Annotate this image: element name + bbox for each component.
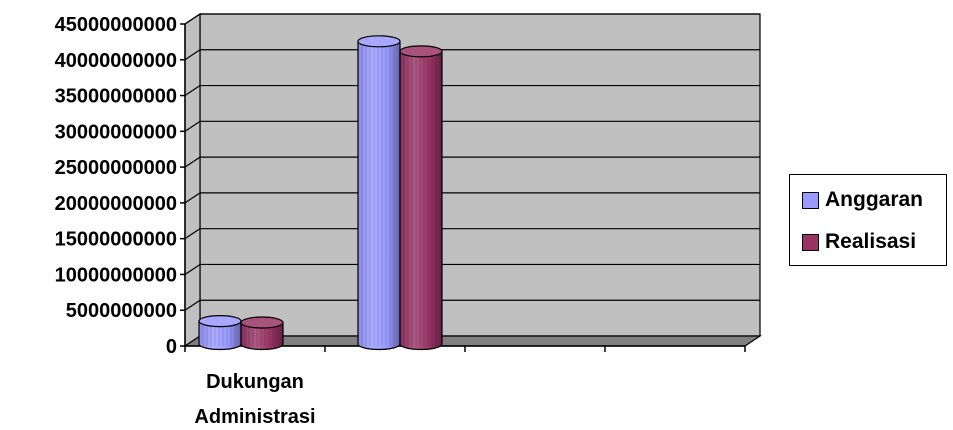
y-tick-label: 45000000000: [55, 14, 177, 36]
legend-swatch-realisasi: [802, 233, 819, 251]
chart-wall: [199, 13, 761, 337]
legend: Anggaran Realisasi: [789, 174, 947, 266]
chart-side-wall: [184, 12, 201, 348]
x-category-label: Dukungan: [206, 371, 304, 393]
y-tick-label: 10000000000: [55, 264, 177, 286]
bar-top-realisasi-1: [399, 45, 443, 58]
legend-item-realisasi: Realisasi: [802, 229, 916, 255]
y-tick-label: 30000000000: [55, 121, 177, 143]
gridline-side: [184, 85, 201, 97]
x-category-label: Administrasi: [194, 406, 315, 428]
bar-top-anggaran-1: [357, 35, 401, 48]
gridline-side: [184, 49, 201, 61]
y-tick-label: 35000000000: [55, 86, 177, 108]
gridline-side: [184, 120, 201, 132]
legend-label-anggaran: Anggaran: [825, 188, 924, 211]
y-tick-label: 5000000000: [66, 300, 177, 322]
bar-realisasi-1: [399, 50, 443, 351]
y-tick-label: 20000000000: [55, 193, 177, 215]
y-tick-label: 15000000000: [55, 229, 177, 251]
bar-top-anggaran-0: [198, 315, 242, 328]
y-tick-label: 0: [166, 336, 177, 358]
bar-realisasi-0: [240, 321, 284, 351]
gridline-side: [184, 13, 201, 25]
y-tick-label: 40000000000: [55, 50, 177, 72]
legend-swatch-anggaran: [802, 191, 819, 209]
y-tick-label: 25000000000: [55, 157, 177, 179]
gridline-side: [184, 263, 201, 275]
bar-top-realisasi-0: [240, 316, 284, 329]
gridline-side: [184, 156, 201, 168]
gridline-side: [184, 228, 201, 240]
gridline-side: [184, 192, 201, 204]
legend-item-anggaran: Anggaran: [802, 187, 923, 213]
legend-label-realisasi: Realisasi: [825, 230, 917, 253]
gridline-side: [184, 299, 201, 311]
